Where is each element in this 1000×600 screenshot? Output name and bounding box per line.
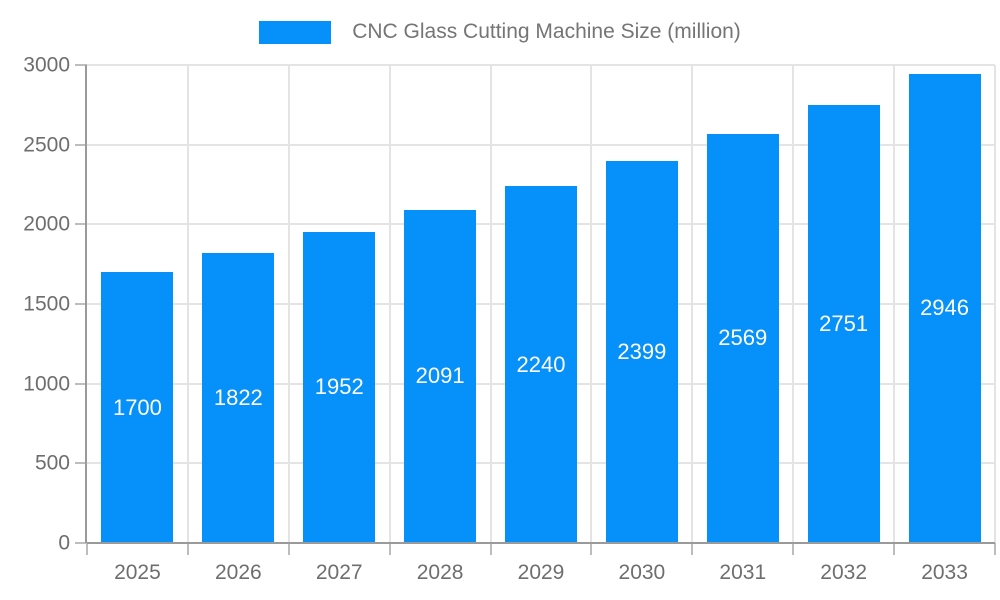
x-axis-tick-label: 2032	[820, 561, 868, 584]
x-axis-tick-label: 2033	[921, 561, 968, 584]
gridline-horizontal	[87, 143, 995, 146]
x-axis-tick-label: 2030	[618, 561, 666, 584]
y-axis-tick	[75, 542, 87, 544]
x-axis-tick	[893, 543, 896, 555]
gridline-vertical	[590, 65, 593, 543]
y-axis-tick-label: 2500	[23, 133, 70, 157]
x-axis-tick-label: 2028	[416, 561, 464, 584]
y-axis-ticks	[75, 64, 87, 544]
gridline-vertical	[691, 65, 694, 543]
y-axis-tick	[75, 303, 87, 305]
x-axis-tick	[590, 543, 593, 555]
gridline-vertical	[388, 65, 391, 543]
x-axis-tick	[86, 543, 88, 555]
bar: 1822	[202, 252, 275, 543]
y-axis-tick	[75, 382, 87, 385]
x-axis-tick	[489, 543, 492, 555]
y-axis-tick-label: 3000	[23, 53, 70, 77]
y-axis-tick-label: 0	[58, 531, 70, 555]
legend-label: CNC Glass Cutting Machine Size (million)	[352, 20, 741, 43]
bar: 2091	[404, 209, 477, 543]
x-axis-tick	[994, 543, 996, 555]
bar: 1700	[101, 272, 174, 543]
bar-value-label: 2751	[819, 310, 869, 336]
x-axis-line	[87, 542, 995, 544]
y-axis-tick	[75, 462, 87, 465]
bar-value-label: 1822	[213, 384, 263, 410]
bar: 2751	[807, 104, 880, 543]
y-axis-line	[85, 65, 87, 543]
x-axis-tick-label: 2027	[315, 561, 363, 584]
gridline-vertical	[893, 65, 896, 543]
legend-swatch	[259, 20, 332, 44]
x-axis-tick-label: 2025	[114, 561, 161, 584]
x-axis-tick-label: 2026	[214, 561, 262, 584]
x-axis-tick	[186, 543, 189, 555]
bar-value-label: 2569	[718, 325, 768, 351]
y-axis-labels: 0 500 1000 1500 2000 2500 3000	[0, 55, 70, 554]
gridline-vertical	[186, 65, 189, 543]
y-axis-tick	[75, 223, 87, 226]
bar-value-label: 2946	[920, 295, 970, 321]
bar: 2240	[505, 186, 577, 543]
bar: 1952	[303, 231, 376, 543]
bar-value-label: 2240	[516, 351, 566, 377]
bar-value-label: 2091	[415, 363, 465, 389]
bar-value-label: 2399	[617, 338, 667, 364]
y-axis-tick	[75, 143, 87, 146]
legend[interactable]: CNC Glass Cutting Machine Size (million)	[0, 19, 1000, 45]
gridline-horizontal	[87, 64, 995, 66]
bar-value-label: 1952	[314, 374, 364, 400]
x-axis-tick	[792, 543, 795, 555]
gridline-vertical	[489, 65, 492, 543]
y-axis-tick	[75, 64, 87, 66]
bar-value-label: 1700	[112, 394, 162, 420]
y-axis-tick-label: 2000	[23, 212, 70, 236]
gridline-vertical	[287, 65, 290, 543]
x-axis-tick	[691, 543, 694, 555]
gridline-vertical	[792, 65, 795, 543]
gridline-vertical	[994, 65, 996, 543]
x-axis-tick-label: 2031	[719, 561, 767, 584]
x-axis-tick	[388, 543, 391, 555]
bar: 2569	[706, 133, 779, 543]
y-axis-tick-label: 500	[34, 451, 70, 475]
x-axis-ticks	[86, 543, 996, 555]
x-axis-labels: 2025 2026 2027 2028 2029 2030 2031 2032 2033	[87, 558, 995, 588]
bar: 2946	[908, 73, 981, 543]
x-axis-tick	[287, 543, 290, 555]
x-axis-tick-label: 2029	[517, 561, 565, 584]
y-axis-tick-label: 1000	[23, 372, 70, 396]
plot-area: 1700 1822 1952 2091 2240 2399 2569 2751 2946	[87, 64, 996, 543]
bar: 2399	[605, 160, 678, 543]
y-axis-tick-label: 1500	[23, 292, 70, 316]
